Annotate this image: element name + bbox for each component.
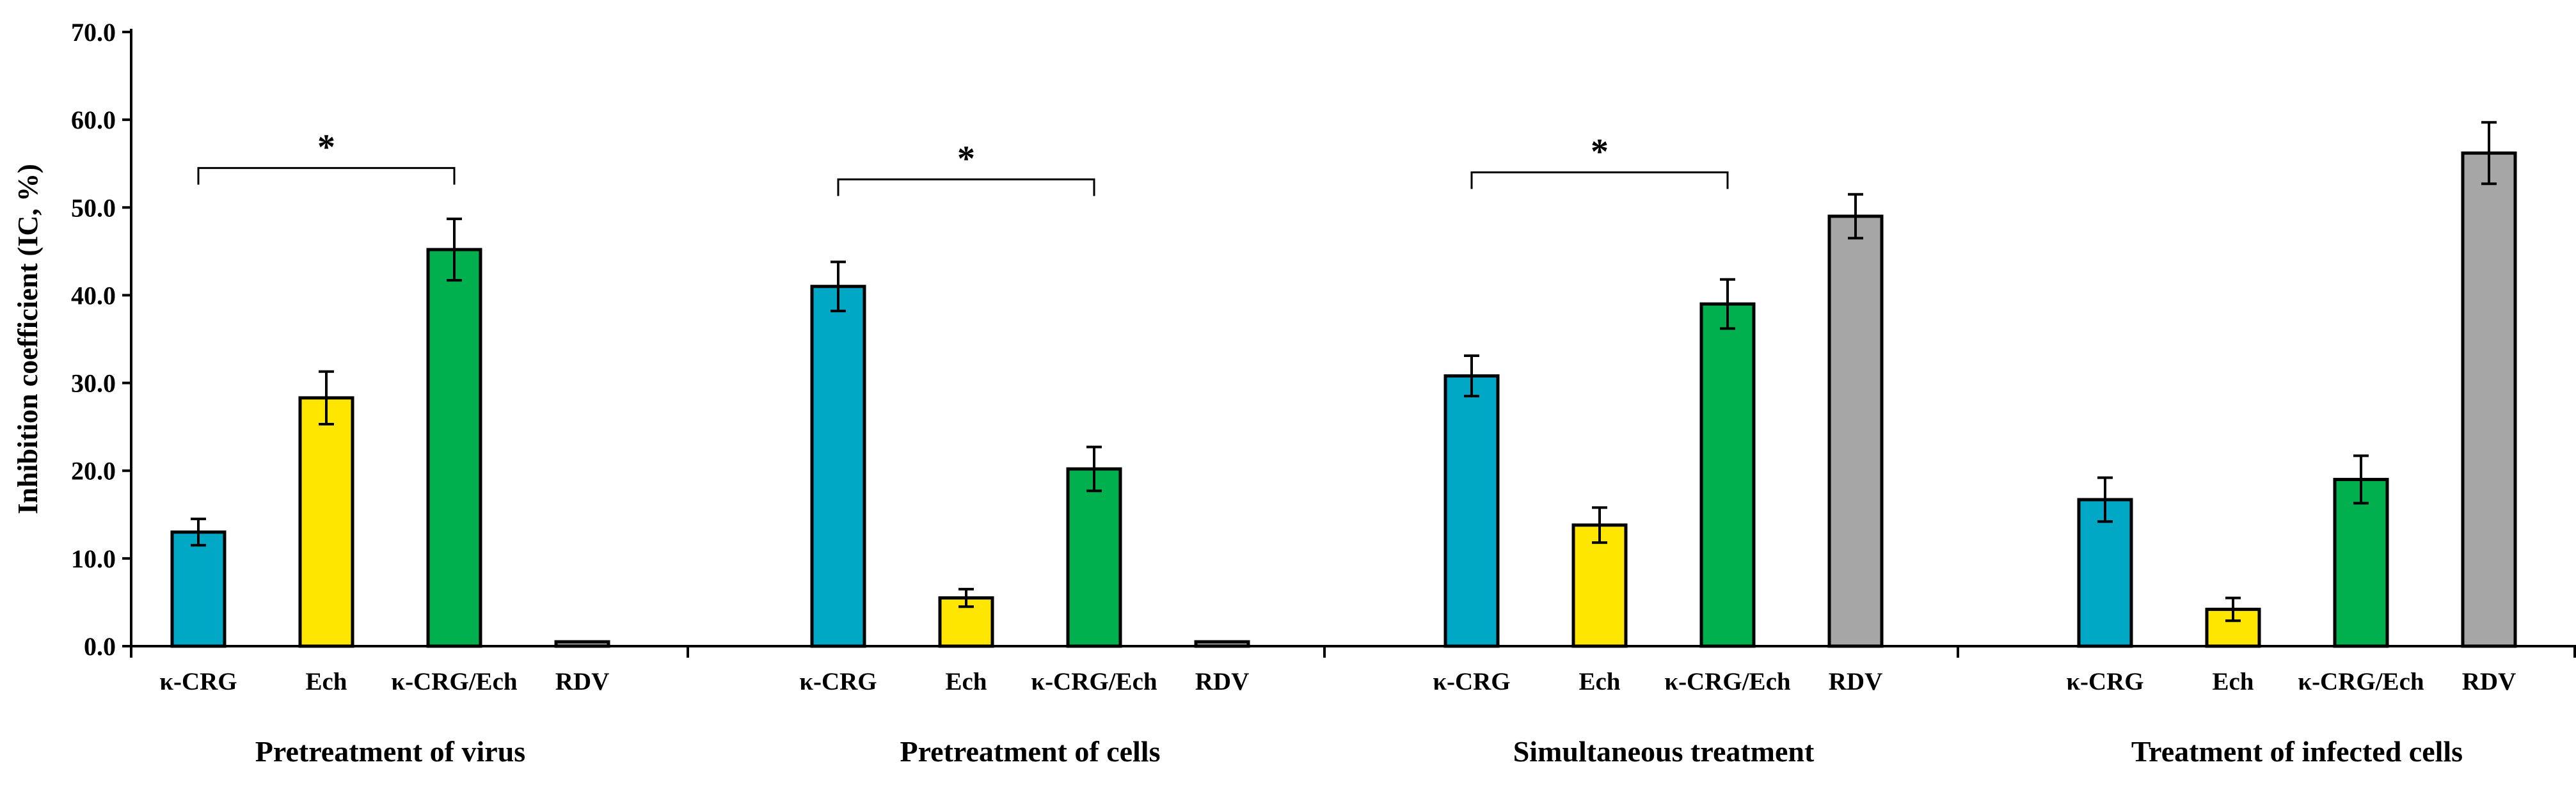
category-label: κ-CRG (159, 668, 237, 695)
bar (170, 530, 227, 648)
bar (1827, 214, 1884, 648)
group-label: Pretreatment of virus (255, 735, 525, 768)
y-ticks: 0.0 10.0 20.0 30.0 40.0 50.0 60.0 70.0 (71, 18, 131, 661)
error-bars (191, 121, 2497, 622)
y-tick-label: 30.0 (71, 369, 116, 398)
bar (1194, 640, 1250, 648)
group-label: Pretreatment of cells (900, 735, 1161, 768)
y-tick-label: 10.0 (71, 544, 116, 573)
group-label: Treatment of infected cells (2131, 735, 2463, 768)
category-label: RDV (2462, 668, 2516, 695)
bar (810, 285, 866, 648)
category-label: RDV (1195, 668, 1250, 695)
category-label: Ech (305, 668, 347, 695)
significance-markers: * * * (197, 128, 1729, 196)
y-tick-label: 0.0 (84, 632, 116, 661)
category-label: κ-CRG/Ech (391, 668, 517, 695)
bar (1699, 302, 1756, 648)
category-label: κ-CRG (2066, 668, 2143, 695)
y-tick-label: 40.0 (71, 281, 116, 310)
significance-star: * (1591, 132, 1609, 171)
category-label: κ-CRG (799, 668, 877, 695)
y-tick-label: 50.0 (71, 193, 116, 222)
y-axis-label: Inhibition coefficient (IC, %) (12, 164, 44, 514)
significance-star: * (317, 128, 335, 168)
group-labels: Pretreatment of virus Pretreatment of cel… (255, 735, 2463, 768)
category-label: Ech (1578, 668, 1620, 695)
category-labels: κ-CRG Ech κ-CRG/Ech RDV κ-CRG Ech κ-CRG/Ech RDV… (130, 646, 2576, 695)
category-label: Ech (2212, 668, 2254, 695)
bar (1066, 467, 1122, 648)
significance-star: * (957, 139, 975, 178)
bar-series (170, 151, 2517, 648)
significance-bracket (197, 167, 456, 185)
bar (1443, 374, 1500, 648)
category-label: κ-CRG/Ech (2298, 668, 2424, 695)
bar (426, 248, 482, 648)
category-label: κ-CRG/Ech (1664, 668, 1790, 695)
bar (554, 640, 610, 648)
y-tick-label: 70.0 (71, 18, 116, 47)
category-label: Ech (945, 668, 987, 695)
bar (2461, 151, 2517, 648)
significance-bracket (1470, 171, 1729, 189)
bar (2077, 498, 2133, 648)
axes (130, 29, 2576, 647)
significance-bracket (837, 178, 1095, 196)
category-label: κ-CRG (1433, 668, 1510, 695)
bar (298, 396, 354, 648)
y-tick-label: 60.0 (71, 106, 116, 134)
group-label: Simultaneous treatment (1513, 735, 1815, 768)
category-label: κ-CRG/Ech (1031, 668, 1157, 695)
y-tick-label: 20.0 (71, 457, 116, 486)
category-label: RDV (1829, 668, 1883, 695)
bar (2333, 477, 2389, 648)
category-label: RDV (555, 668, 610, 695)
